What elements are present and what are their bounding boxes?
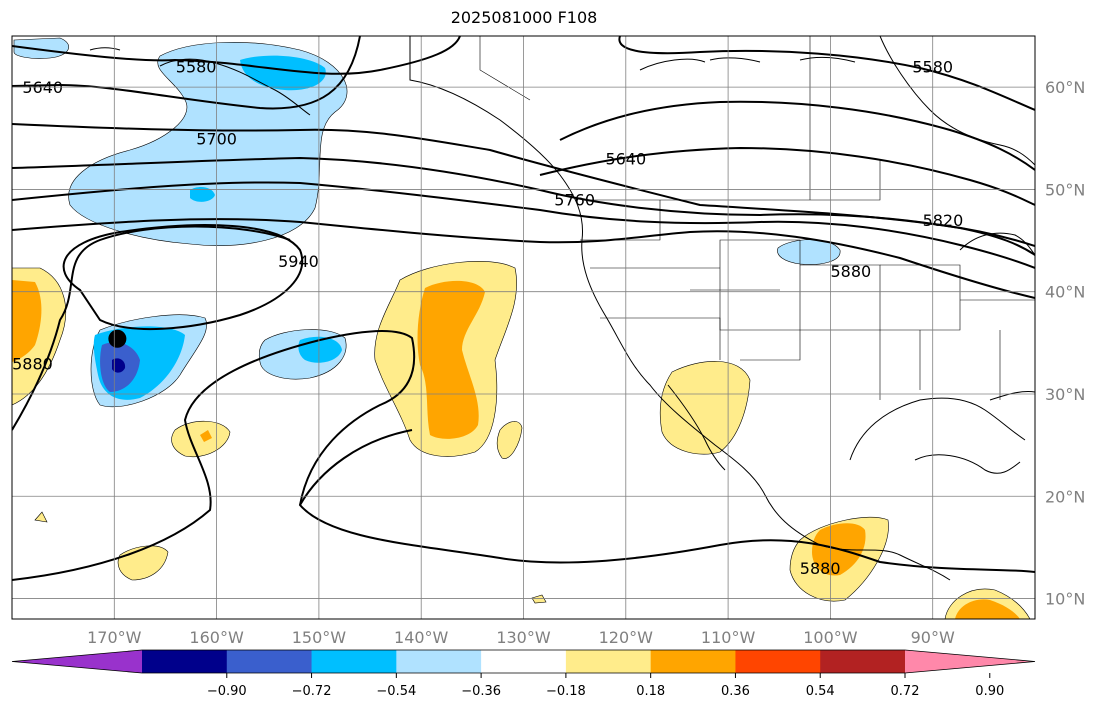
colorbar-segment <box>735 650 821 673</box>
colorbar-tick-label: −0.72 <box>292 684 332 699</box>
map-marker <box>108 329 127 348</box>
colorbar-tick-label: −0.36 <box>461 684 501 699</box>
colorbar-segment <box>820 650 906 673</box>
contour-label: 5880 <box>12 354 53 373</box>
contour-5760 <box>12 156 1035 256</box>
colorbar-extend-low <box>12 650 142 673</box>
colorbar-tick-label: 0.36 <box>721 684 750 699</box>
colorbar-tick-label: −0.54 <box>376 684 416 699</box>
anomaly-orange-mid-pacific <box>417 280 485 439</box>
colorbar-tick-label: 0.90 <box>975 684 1004 699</box>
contour-5940 <box>62 224 304 331</box>
contour-5880 <box>12 225 1035 581</box>
lon-tick-label: 130°W <box>496 628 551 647</box>
lon-tick-label: 100°W <box>803 628 858 647</box>
colorbar <box>11 649 1036 674</box>
lat-tick-label: 20°N <box>1045 487 1085 506</box>
contour-label: 5760 <box>554 191 595 210</box>
anomaly-orange-corner <box>955 599 1020 619</box>
contour-label: 5880 <box>831 262 872 281</box>
contour-5820-south <box>12 218 1035 299</box>
contour-label: 5880 <box>800 559 841 578</box>
anomaly-dark-blue-west-low <box>112 358 126 373</box>
colorbar-segment <box>226 650 313 673</box>
colorbar-tick-label: −0.90 <box>207 684 247 699</box>
contour-label: 5580 <box>176 58 217 77</box>
lon-tick-label: 140°W <box>394 628 449 647</box>
anomaly-yellow-small-1 <box>171 420 231 458</box>
anomaly-blue-alaska <box>240 55 326 91</box>
colorbar-segment <box>142 650 228 673</box>
contour-5820 <box>12 181 1035 269</box>
anomaly-light-blue-plains <box>777 239 841 265</box>
anomaly-light-blue-alaska <box>68 42 348 246</box>
contour-5880-mexico-north <box>299 429 413 506</box>
longitude-tick-labels: 170°W 160°W 150°W 140°W 130°W 120°W 110°W 100°W… <box>87 628 955 647</box>
lat-tick-label: 30°N <box>1045 385 1085 404</box>
colorbar-tick-label: 0.54 <box>806 684 835 699</box>
colorbar-tick-labels: −0.90 −0.72 −0.54 −0.36 −0.18 0.18 0.36 0.54 0.7… <box>207 673 1004 699</box>
shaded-field: 5580564057005940588057605640558058205880… <box>12 36 1035 619</box>
lon-tick-label: 110°W <box>701 628 756 647</box>
lat-tick-label: 60°N <box>1045 78 1085 97</box>
colorbar-segment <box>565 650 652 673</box>
lat-tick-label: 50°N <box>1045 180 1085 199</box>
anomaly-light-blue-northwest <box>13 37 69 59</box>
anomaly-blue-small <box>190 187 215 202</box>
lon-tick-label: 150°W <box>292 628 347 647</box>
colorbar-tick-label: 0.72 <box>891 684 920 699</box>
colorbar-segment <box>311 650 397 673</box>
contour-label: 5820 <box>923 211 964 230</box>
colorbar-segment <box>650 650 736 673</box>
height-contours <box>12 36 1035 581</box>
contour-5580-west <box>12 36 461 75</box>
colorbar-tick-label: −0.18 <box>546 684 586 699</box>
contour-5640-east <box>559 100 1035 171</box>
colorbar-outline <box>11 649 1036 674</box>
colorbar-tick-label: 0.18 <box>636 684 665 699</box>
colorbar-segment <box>396 650 482 673</box>
anomaly-orange-west-edge <box>12 280 42 362</box>
contour-label: 5940 <box>278 252 319 271</box>
anomaly-yellow-tiny-1 <box>34 511 48 523</box>
lon-tick-label: 90°W <box>911 628 955 647</box>
lat-tick-label: 10°N <box>1045 590 1085 609</box>
anomaly-orange-small <box>200 430 212 442</box>
map-title: 2025081000 F108 <box>450 8 598 27</box>
contour-5700-east <box>539 146 1035 206</box>
colorbar-segment <box>481 650 567 673</box>
political-borders <box>479 36 1035 400</box>
colorbar-extend-high <box>905 650 1035 673</box>
anomaly-yellow-tiny-2 <box>531 594 547 604</box>
lon-tick-label: 120°W <box>599 628 654 647</box>
map-frame <box>11 35 1036 620</box>
contour-label: 5640 <box>22 78 63 97</box>
anomaly-yellow-small-2 <box>496 421 523 459</box>
lon-tick-label: 170°W <box>87 628 142 647</box>
lat-tick-label: 40°N <box>1045 283 1085 302</box>
latitude-tick-labels: 60°N 50°N 40°N 30°N 20°N 10°N <box>1045 78 1085 608</box>
contour-5580-east <box>618 36 1035 111</box>
anomaly-yellow-mexico <box>659 361 751 455</box>
gridlines <box>12 36 1035 619</box>
lon-tick-label: 160°W <box>189 628 244 647</box>
